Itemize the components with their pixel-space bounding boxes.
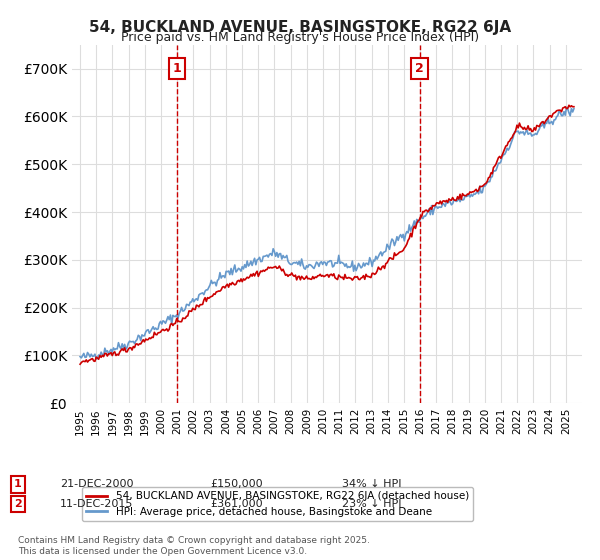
Text: 2: 2 xyxy=(415,62,424,75)
Text: 2: 2 xyxy=(14,499,22,509)
Legend: 54, BUCKLAND AVENUE, BASINGSTOKE, RG22 6JA (detached house), HPI: Average price,: 54, BUCKLAND AVENUE, BASINGSTOKE, RG22 6… xyxy=(82,487,473,521)
Text: 1: 1 xyxy=(172,62,181,75)
Text: 54, BUCKLAND AVENUE, BASINGSTOKE, RG22 6JA: 54, BUCKLAND AVENUE, BASINGSTOKE, RG22 6… xyxy=(89,20,511,35)
Text: £150,000: £150,000 xyxy=(210,479,263,489)
Text: 23% ↓ HPI: 23% ↓ HPI xyxy=(342,499,401,509)
Text: 21-DEC-2000: 21-DEC-2000 xyxy=(60,479,133,489)
Text: £361,000: £361,000 xyxy=(210,499,263,509)
Text: 34% ↓ HPI: 34% ↓ HPI xyxy=(342,479,401,489)
Text: Contains HM Land Registry data © Crown copyright and database right 2025.
This d: Contains HM Land Registry data © Crown c… xyxy=(18,536,370,556)
Text: 1: 1 xyxy=(14,479,22,489)
Text: 11-DEC-2015: 11-DEC-2015 xyxy=(60,499,133,509)
Text: Price paid vs. HM Land Registry's House Price Index (HPI): Price paid vs. HM Land Registry's House … xyxy=(121,31,479,44)
